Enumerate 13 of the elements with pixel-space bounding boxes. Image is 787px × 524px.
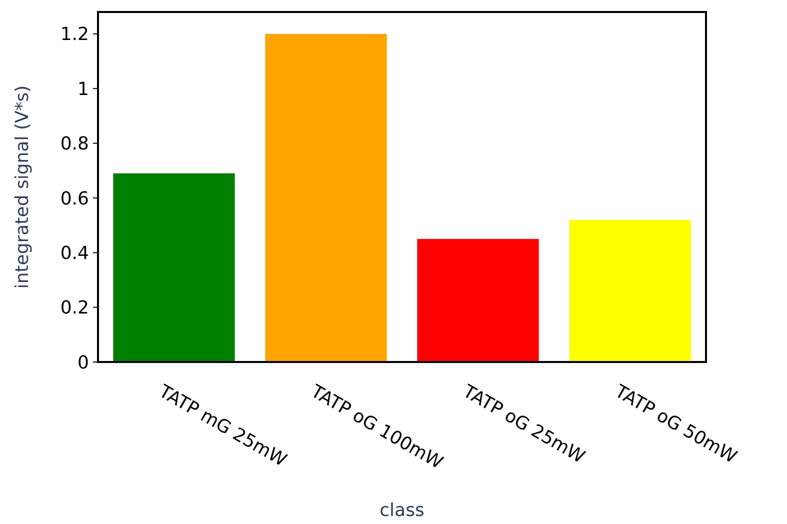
y-tick-label: 1.2 <box>60 24 89 46</box>
bar <box>265 34 387 362</box>
y-tick-label: 0.4 <box>60 242 89 264</box>
y-tick-label: 0.8 <box>60 134 89 155</box>
y-tick-label: 0 <box>78 352 89 374</box>
y-axis-title: integrated signal (V*s) <box>12 85 33 289</box>
bar <box>113 173 235 362</box>
bar <box>417 238 539 362</box>
x-axis-title: class <box>380 500 424 521</box>
bar <box>569 220 691 362</box>
y-tick-label: 1 <box>78 78 89 100</box>
y-tick-label: 0.6 <box>60 188 89 210</box>
y-tick-label: 0.2 <box>60 298 89 319</box>
